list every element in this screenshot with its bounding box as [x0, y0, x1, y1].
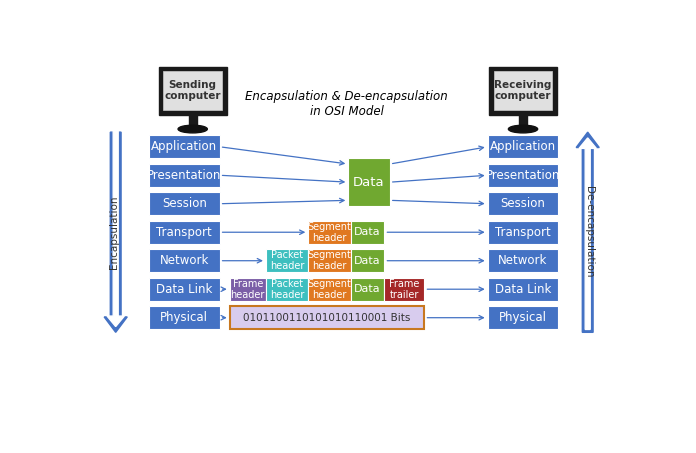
Bar — [348, 158, 390, 206]
Text: Network: Network — [159, 254, 209, 267]
Text: Segment
header: Segment header — [308, 279, 351, 299]
Bar — [351, 221, 384, 244]
Text: Presentation: Presentation — [486, 169, 560, 182]
Text: Frame
header: Frame header — [230, 279, 265, 299]
Bar — [488, 249, 558, 272]
Text: Data Link: Data Link — [495, 283, 551, 296]
Text: Data: Data — [354, 256, 381, 266]
Bar — [164, 71, 222, 110]
Text: Segment
header: Segment header — [308, 222, 351, 243]
Polygon shape — [579, 138, 596, 329]
Bar — [351, 278, 384, 301]
Text: Session: Session — [161, 197, 207, 210]
Ellipse shape — [178, 125, 207, 133]
Text: Session: Session — [500, 197, 546, 210]
Bar — [488, 221, 558, 244]
Bar — [149, 192, 220, 215]
Ellipse shape — [508, 125, 537, 133]
Text: Data: Data — [353, 176, 385, 189]
Bar — [488, 192, 558, 215]
Text: 0101100110101010110001 Bits: 0101100110101010110001 Bits — [244, 313, 411, 323]
Bar — [149, 278, 220, 301]
Text: Receiving
computer: Receiving computer — [494, 80, 552, 101]
Text: Physical: Physical — [160, 311, 208, 324]
Bar — [308, 278, 351, 301]
Bar — [308, 221, 351, 244]
Bar — [230, 306, 425, 329]
Text: Data Link: Data Link — [156, 283, 212, 296]
Bar — [230, 278, 266, 301]
Text: De-encapsulation: De-encapsulation — [584, 187, 594, 278]
Bar — [149, 164, 220, 187]
Text: Data: Data — [354, 227, 381, 237]
Bar — [266, 249, 308, 272]
Text: Application: Application — [490, 140, 556, 153]
Bar — [159, 67, 227, 115]
Text: Packet
header: Packet header — [270, 279, 304, 299]
Text: Encapsulation: Encapsulation — [109, 196, 119, 269]
Bar — [351, 249, 384, 272]
Text: Segment
header: Segment header — [308, 251, 351, 271]
Bar — [149, 135, 220, 158]
Bar — [308, 249, 351, 272]
Bar — [488, 135, 558, 158]
Text: Frame
trailer: Frame trailer — [389, 279, 420, 299]
Text: Presentation: Presentation — [147, 169, 221, 182]
Bar — [266, 278, 308, 301]
Text: Application: Application — [151, 140, 217, 153]
Polygon shape — [107, 129, 125, 327]
Text: Encapsulation & De-encapsulation
in OSI Model: Encapsulation & De-encapsulation in OSI … — [245, 91, 448, 118]
Bar — [488, 278, 558, 301]
Text: Network: Network — [498, 254, 548, 267]
Bar — [488, 164, 558, 187]
Text: Packet
header: Packet header — [270, 251, 304, 271]
Bar — [488, 306, 558, 329]
Polygon shape — [576, 132, 599, 333]
Bar — [149, 249, 220, 272]
Bar — [493, 71, 553, 110]
Bar — [149, 221, 220, 244]
Bar — [519, 115, 527, 126]
Bar — [384, 278, 425, 301]
Bar — [189, 115, 196, 126]
Text: Transport: Transport — [157, 226, 212, 239]
Polygon shape — [104, 132, 127, 333]
Text: Sending
computer: Sending computer — [164, 80, 221, 101]
Text: Physical: Physical — [499, 311, 547, 324]
Text: Data: Data — [354, 284, 381, 294]
Bar — [489, 67, 557, 115]
Bar — [149, 306, 220, 329]
Text: Transport: Transport — [495, 226, 551, 239]
